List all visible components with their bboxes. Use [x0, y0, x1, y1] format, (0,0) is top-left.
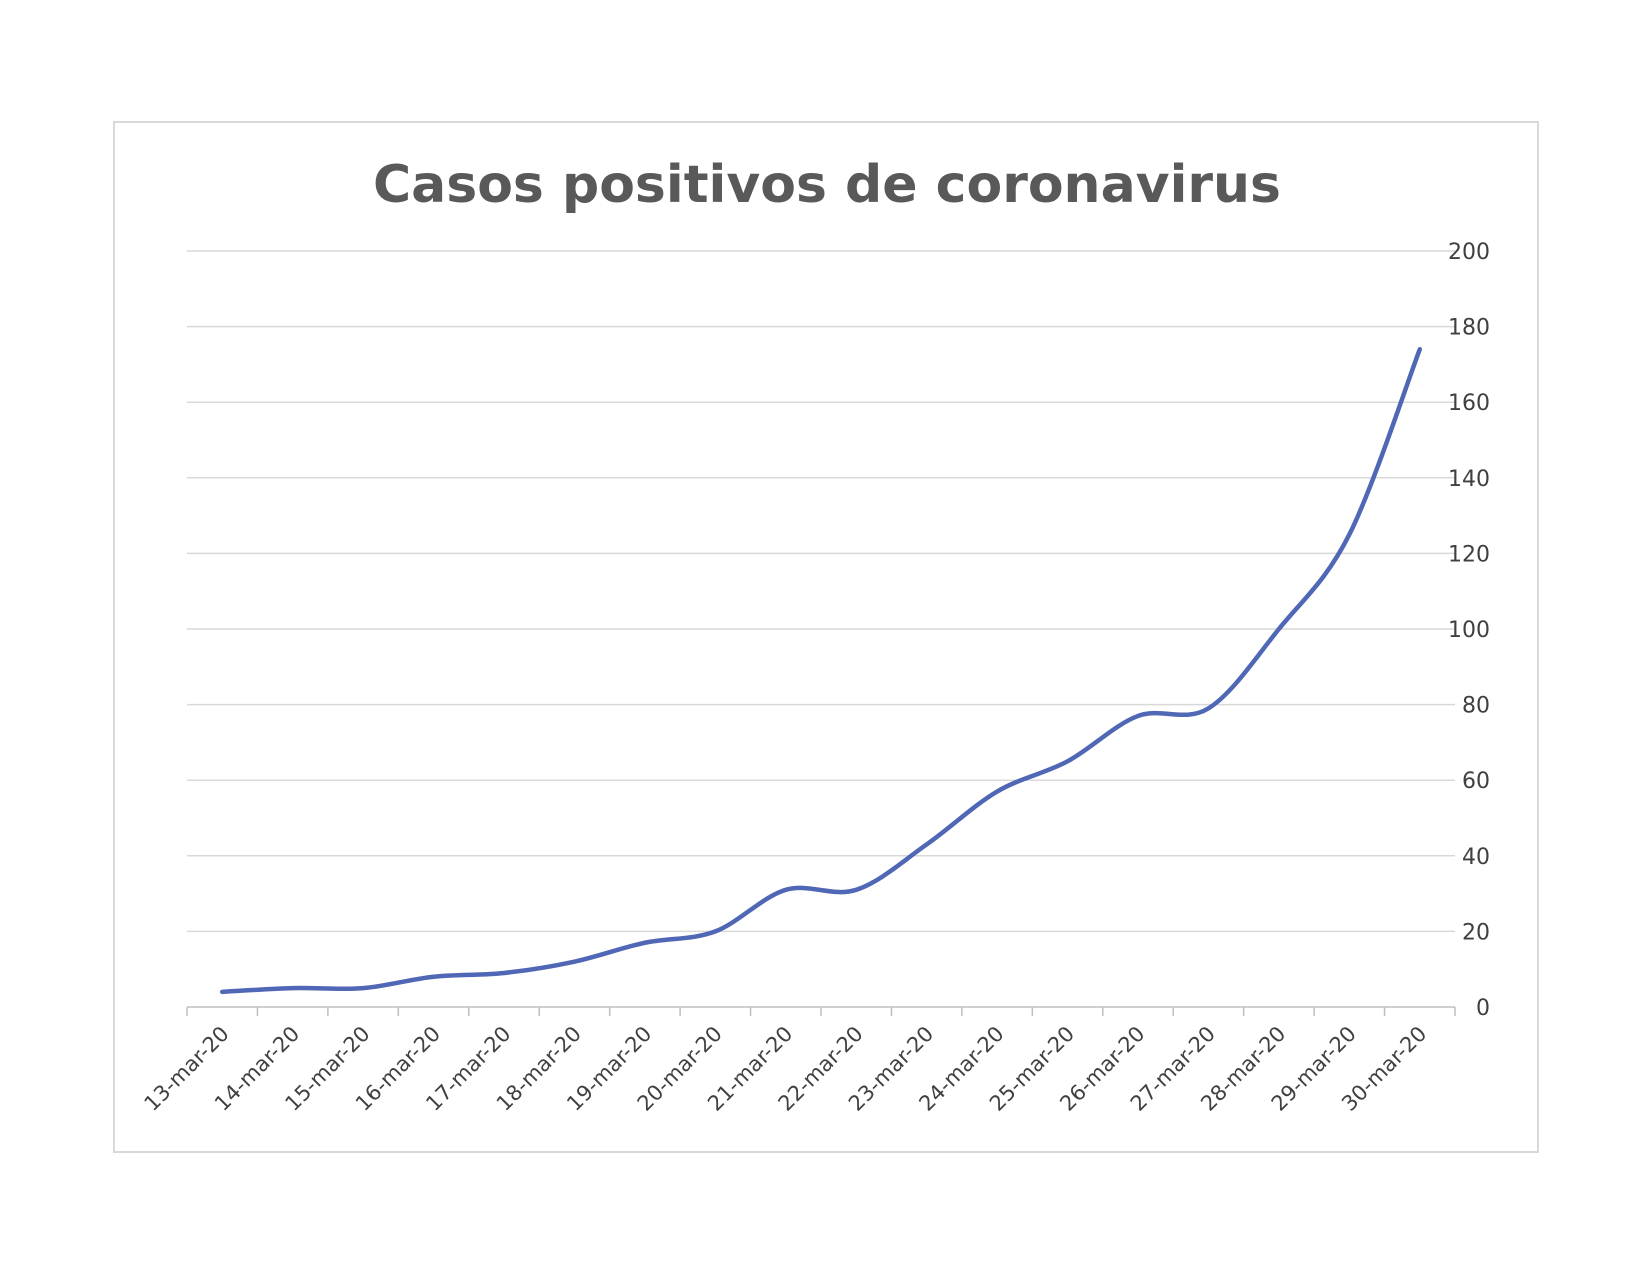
data-point: [997, 791, 998, 792]
data-point: [785, 889, 786, 890]
y-tick-label: 20: [1462, 920, 1490, 945]
x-axis: [186, 1006, 1456, 1016]
y-tick-label: 40: [1462, 845, 1490, 870]
y-tick-label: 0: [1476, 996, 1490, 1021]
y-axis-ticks: 0 20 40 60 80 100 120 140 160 180 200: [1448, 240, 1490, 1021]
chart-title: Casos positivos de coronavirus: [373, 155, 1281, 215]
y-tick-label: 180: [1448, 316, 1490, 341]
line-chart: Casos positivos de coronavirus 0 20 40 60 80…: [140, 155, 1490, 1116]
data-point: [1278, 629, 1279, 630]
data-point: [856, 889, 857, 890]
data-point: [292, 988, 293, 989]
y-tick-label: 120: [1448, 542, 1490, 567]
y-tick-label: 140: [1448, 467, 1490, 492]
gridlines: [187, 250, 1455, 933]
data-point: [504, 972, 505, 973]
data-point: [222, 991, 223, 992]
data-point: [1208, 708, 1209, 709]
data-point: [1067, 761, 1068, 762]
y-tick-label: 160: [1448, 391, 1490, 416]
chart-frame: Casos positivos de coronavirus 0 20 40 60 80…: [113, 121, 1539, 1153]
y-tick-label: 60: [1462, 769, 1490, 794]
y-tick-label: 80: [1462, 694, 1490, 719]
y-tick-label: 200: [1448, 240, 1490, 265]
data-point: [1349, 534, 1350, 535]
series-layer: [219, 347, 1423, 995]
data-point: [715, 931, 716, 932]
data-point: [1419, 349, 1420, 350]
data-point: [363, 988, 364, 989]
data-point: [926, 844, 927, 845]
x-axis-ticks: 13-mar-2014-mar-2015-mar-2016-mar-2017-m…: [140, 1022, 1432, 1116]
data-point: [574, 961, 575, 962]
data-point: [433, 976, 434, 977]
data-point: [644, 942, 645, 943]
data-point: [1138, 715, 1139, 716]
series-line: [219, 347, 1423, 995]
y-tick-label: 100: [1448, 618, 1490, 643]
